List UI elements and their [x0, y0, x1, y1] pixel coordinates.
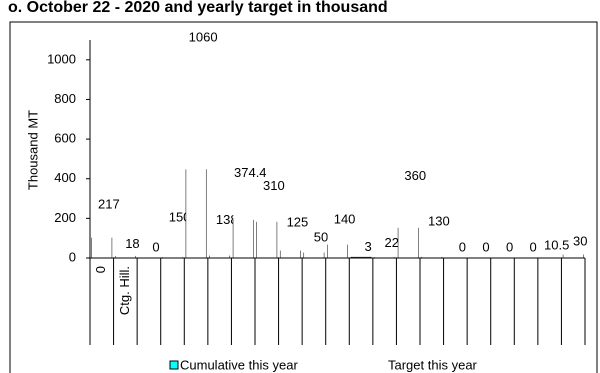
data-label: 138	[216, 212, 238, 227]
bar	[162, 228, 183, 258]
bar	[115, 254, 136, 258]
data-label: 50	[314, 230, 328, 245]
legend-swatch	[378, 361, 386, 369]
data-label: 0	[152, 239, 159, 254]
data-label: 18	[125, 236, 139, 251]
bar	[304, 248, 324, 258]
bar	[398, 186, 419, 258]
data-label: 374.4	[234, 165, 267, 180]
data-label: 360	[404, 168, 426, 183]
bar	[209, 230, 230, 258]
data-label: 140	[334, 212, 356, 227]
data-label: 310	[263, 178, 285, 193]
x-tick-label: 0	[93, 266, 108, 273]
bar	[256, 196, 277, 258]
data-label: 130	[428, 214, 450, 229]
data-label: 10.5	[544, 237, 569, 252]
data-label: 22	[384, 235, 398, 250]
bar	[539, 255, 560, 258]
bar	[563, 252, 584, 258]
data-label: 0	[459, 239, 466, 254]
data-label: 217	[98, 196, 120, 211]
chart-title: o. October 22 - 2020 and yearly target i…	[8, 0, 388, 16]
data-label: 3	[365, 239, 372, 254]
y-tick-label: 0	[69, 249, 76, 264]
y-axis-label: Thousand MT	[25, 110, 40, 190]
x-tick-label: Ctg. Hill.	[117, 266, 132, 315]
bar	[374, 253, 395, 258]
legend-label: Cumulative this year	[180, 357, 298, 372]
bar	[91, 214, 112, 258]
data-label: 1060	[189, 29, 218, 44]
bar	[421, 232, 442, 258]
data-label: 0	[482, 239, 489, 254]
data-label: 0	[530, 239, 537, 254]
y-tick-label: 1000	[47, 51, 76, 66]
bar	[233, 183, 254, 258]
bar	[280, 233, 301, 258]
legend-label: Target this year	[388, 357, 478, 372]
legend-swatch	[169, 360, 179, 370]
y-tick-label: 800	[54, 91, 76, 106]
data-label: 125	[287, 215, 309, 230]
y-tick-label: 400	[54, 170, 76, 185]
y-tick-label: 200	[54, 210, 76, 225]
bar	[186, 47, 206, 258]
data-label: 150	[169, 210, 191, 225]
y-tick-label: 600	[54, 131, 76, 146]
bar	[327, 230, 348, 258]
data-label: 0	[506, 239, 513, 254]
data-label: 30	[573, 233, 587, 248]
frame	[9, 21, 598, 373]
